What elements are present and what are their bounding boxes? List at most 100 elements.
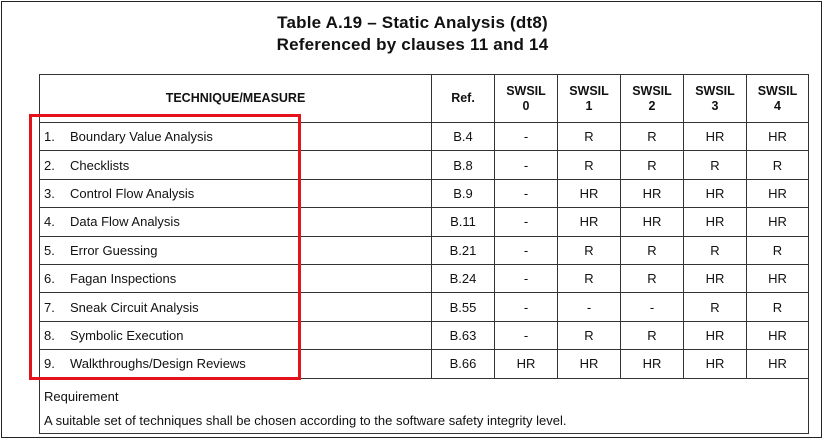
swsil-2-cell: R (620, 263, 684, 294)
header-swsil-3: SWSIL 3 (683, 74, 747, 123)
swsil-3-cell: HR (683, 207, 747, 237)
swsil-3-cell: R (683, 292, 747, 322)
swsil-2-cell: R (620, 235, 684, 265)
ref-cell: B.21 (431, 235, 495, 265)
technique-cell: 1. Boundary Value Analysis (39, 121, 432, 152)
swsil-3-cell: HR (683, 263, 747, 294)
technique-number: 4. (44, 214, 55, 230)
technique-number: 2. (44, 157, 55, 173)
ref-cell: B.9 (431, 178, 495, 209)
swsil-1-cell: R (557, 150, 621, 180)
technique-number: 6. (44, 271, 55, 287)
requirement-text: A suitable set of techniques shall be ch… (44, 412, 567, 428)
swsil-4-cell: HR (746, 207, 809, 237)
technique-name: Checklists (70, 157, 130, 173)
swsil-2-cell: - (620, 292, 684, 322)
technique-name: Boundary Value Analysis (70, 129, 213, 145)
header-swsil-2-level: 2 (648, 98, 656, 113)
technique-name: Sneak Circuit Analysis (70, 299, 199, 315)
header-swsil-3-label: SWSIL (695, 83, 735, 98)
swsil-4-cell: HR (746, 121, 809, 152)
ref-cell: B.4 (431, 121, 495, 152)
swsil-4-cell: HR (746, 263, 809, 294)
swsil-2-cell: R (620, 150, 684, 180)
static-analysis-table: TECHNIQUE/MEASURE Ref. SWSIL 0 SWSIL 1 SWS… (39, 74, 809, 434)
swsil-3-cell: HR (683, 121, 747, 152)
swsil-0-cell: - (494, 292, 558, 322)
technique-number: 3. (44, 185, 55, 201)
table-row: 8. Symbolic Execution B.63 - R R HR HR (39, 320, 809, 351)
requirement-label: Requirement (44, 388, 119, 404)
technique-number: 5. (44, 242, 55, 258)
swsil-4-cell: HR (746, 320, 809, 351)
technique-name: Symbolic Execution (70, 327, 184, 343)
swsil-2-cell: R (620, 320, 684, 351)
technique-name: Control Flow Analysis (70, 185, 195, 201)
table-title: Table A.19 – Static Analysis (dt8) (277, 13, 548, 32)
table-row: 3. Control Flow Analysis B.9 - HR HR HR H… (39, 178, 809, 209)
swsil-4-cell: HR (746, 349, 809, 379)
swsil-1-cell: R (557, 235, 621, 265)
swsil-3-cell: HR (683, 320, 747, 351)
technique-cell: 5. Error Guessing (39, 235, 432, 265)
swsil-2-cell: HR (620, 349, 684, 379)
ref-cell: B.66 (431, 349, 495, 379)
table-row: 9. Walkthroughs/Design Reviews B.66 HR HR… (39, 349, 809, 379)
header-swsil-1-level: 1 (585, 98, 593, 113)
header-swsil-3-level: 3 (711, 98, 719, 113)
technique-cell: 4. Data Flow Analysis (39, 207, 432, 237)
swsil-4-cell: HR (746, 178, 809, 209)
swsil-1-cell: R (557, 121, 621, 152)
swsil-3-cell: R (683, 150, 747, 180)
header-row: TECHNIQUE/MEASURE Ref. SWSIL 0 SWSIL 1 SWS… (39, 74, 809, 123)
swsil-4-cell: R (746, 150, 809, 180)
table-subtitle: Referenced by clauses 11 and 14 (276, 35, 549, 54)
swsil-2-cell: HR (620, 207, 684, 237)
technique-number: 9. (44, 356, 55, 372)
header-swsil-4: SWSIL 4 (746, 74, 809, 123)
swsil-2-cell: R (620, 121, 684, 152)
header-swsil-0-label: SWSIL (506, 83, 546, 98)
swsil-3-cell: HR (683, 349, 747, 379)
swsil-0-cell: - (494, 150, 558, 180)
ref-cell: B.8 (431, 150, 495, 180)
swsil-0-cell: - (494, 207, 558, 237)
header-swsil-1-label: SWSIL (569, 83, 609, 98)
table-row: 2. Checklists B.8 - R R R R (39, 150, 809, 180)
ref-cell: B.63 (431, 320, 495, 351)
technique-cell: 3. Control Flow Analysis (39, 178, 432, 209)
swsil-3-cell: R (683, 235, 747, 265)
swsil-1-cell: - (557, 292, 621, 322)
technique-name: Fagan Inspections (70, 271, 177, 287)
swsil-0-cell: - (494, 121, 558, 152)
technique-number: 8. (44, 327, 55, 343)
technique-number: 1. (44, 129, 55, 145)
swsil-1-cell: R (557, 320, 621, 351)
swsil-0-cell: - (494, 235, 558, 265)
table-row: 6. Fagan Inspections B.24 - R R HR HR (39, 263, 809, 294)
swsil-0-cell: - (494, 263, 558, 294)
swsil-0-cell: - (494, 178, 558, 209)
technique-cell: 7. Sneak Circuit Analysis (39, 292, 432, 322)
requirement-row: Requirement A suitable set of techniques… (39, 377, 809, 434)
swsil-1-cell: HR (557, 207, 621, 237)
swsil-0-cell: - (494, 320, 558, 351)
requirement-cell: Requirement A suitable set of techniques… (39, 377, 809, 434)
header-swsil-0-level: 0 (522, 98, 530, 113)
header-swsil-2: SWSIL 2 (620, 74, 684, 123)
table-row: 5. Error Guessing B.21 - R R R R (39, 235, 809, 265)
swsil-3-cell: HR (683, 178, 747, 209)
header-technique: TECHNIQUE/MEASURE (39, 74, 432, 123)
header-swsil-0: SWSIL 0 (494, 74, 558, 123)
technique-name: Error Guessing (70, 242, 158, 258)
swsil-1-cell: HR (557, 178, 621, 209)
swsil-1-cell: HR (557, 349, 621, 379)
table-row: 1. Boundary Value Analysis B.4 - R R HR H… (39, 121, 809, 152)
technique-name: Data Flow Analysis (70, 214, 180, 230)
technique-cell: 6. Fagan Inspections (39, 263, 432, 294)
technique-name: Walkthroughs/Design Reviews (70, 356, 246, 372)
technique-number: 7. (44, 299, 55, 315)
header-swsil-1: SWSIL 1 (557, 74, 621, 123)
header-swsil-4-level: 4 (774, 98, 781, 113)
